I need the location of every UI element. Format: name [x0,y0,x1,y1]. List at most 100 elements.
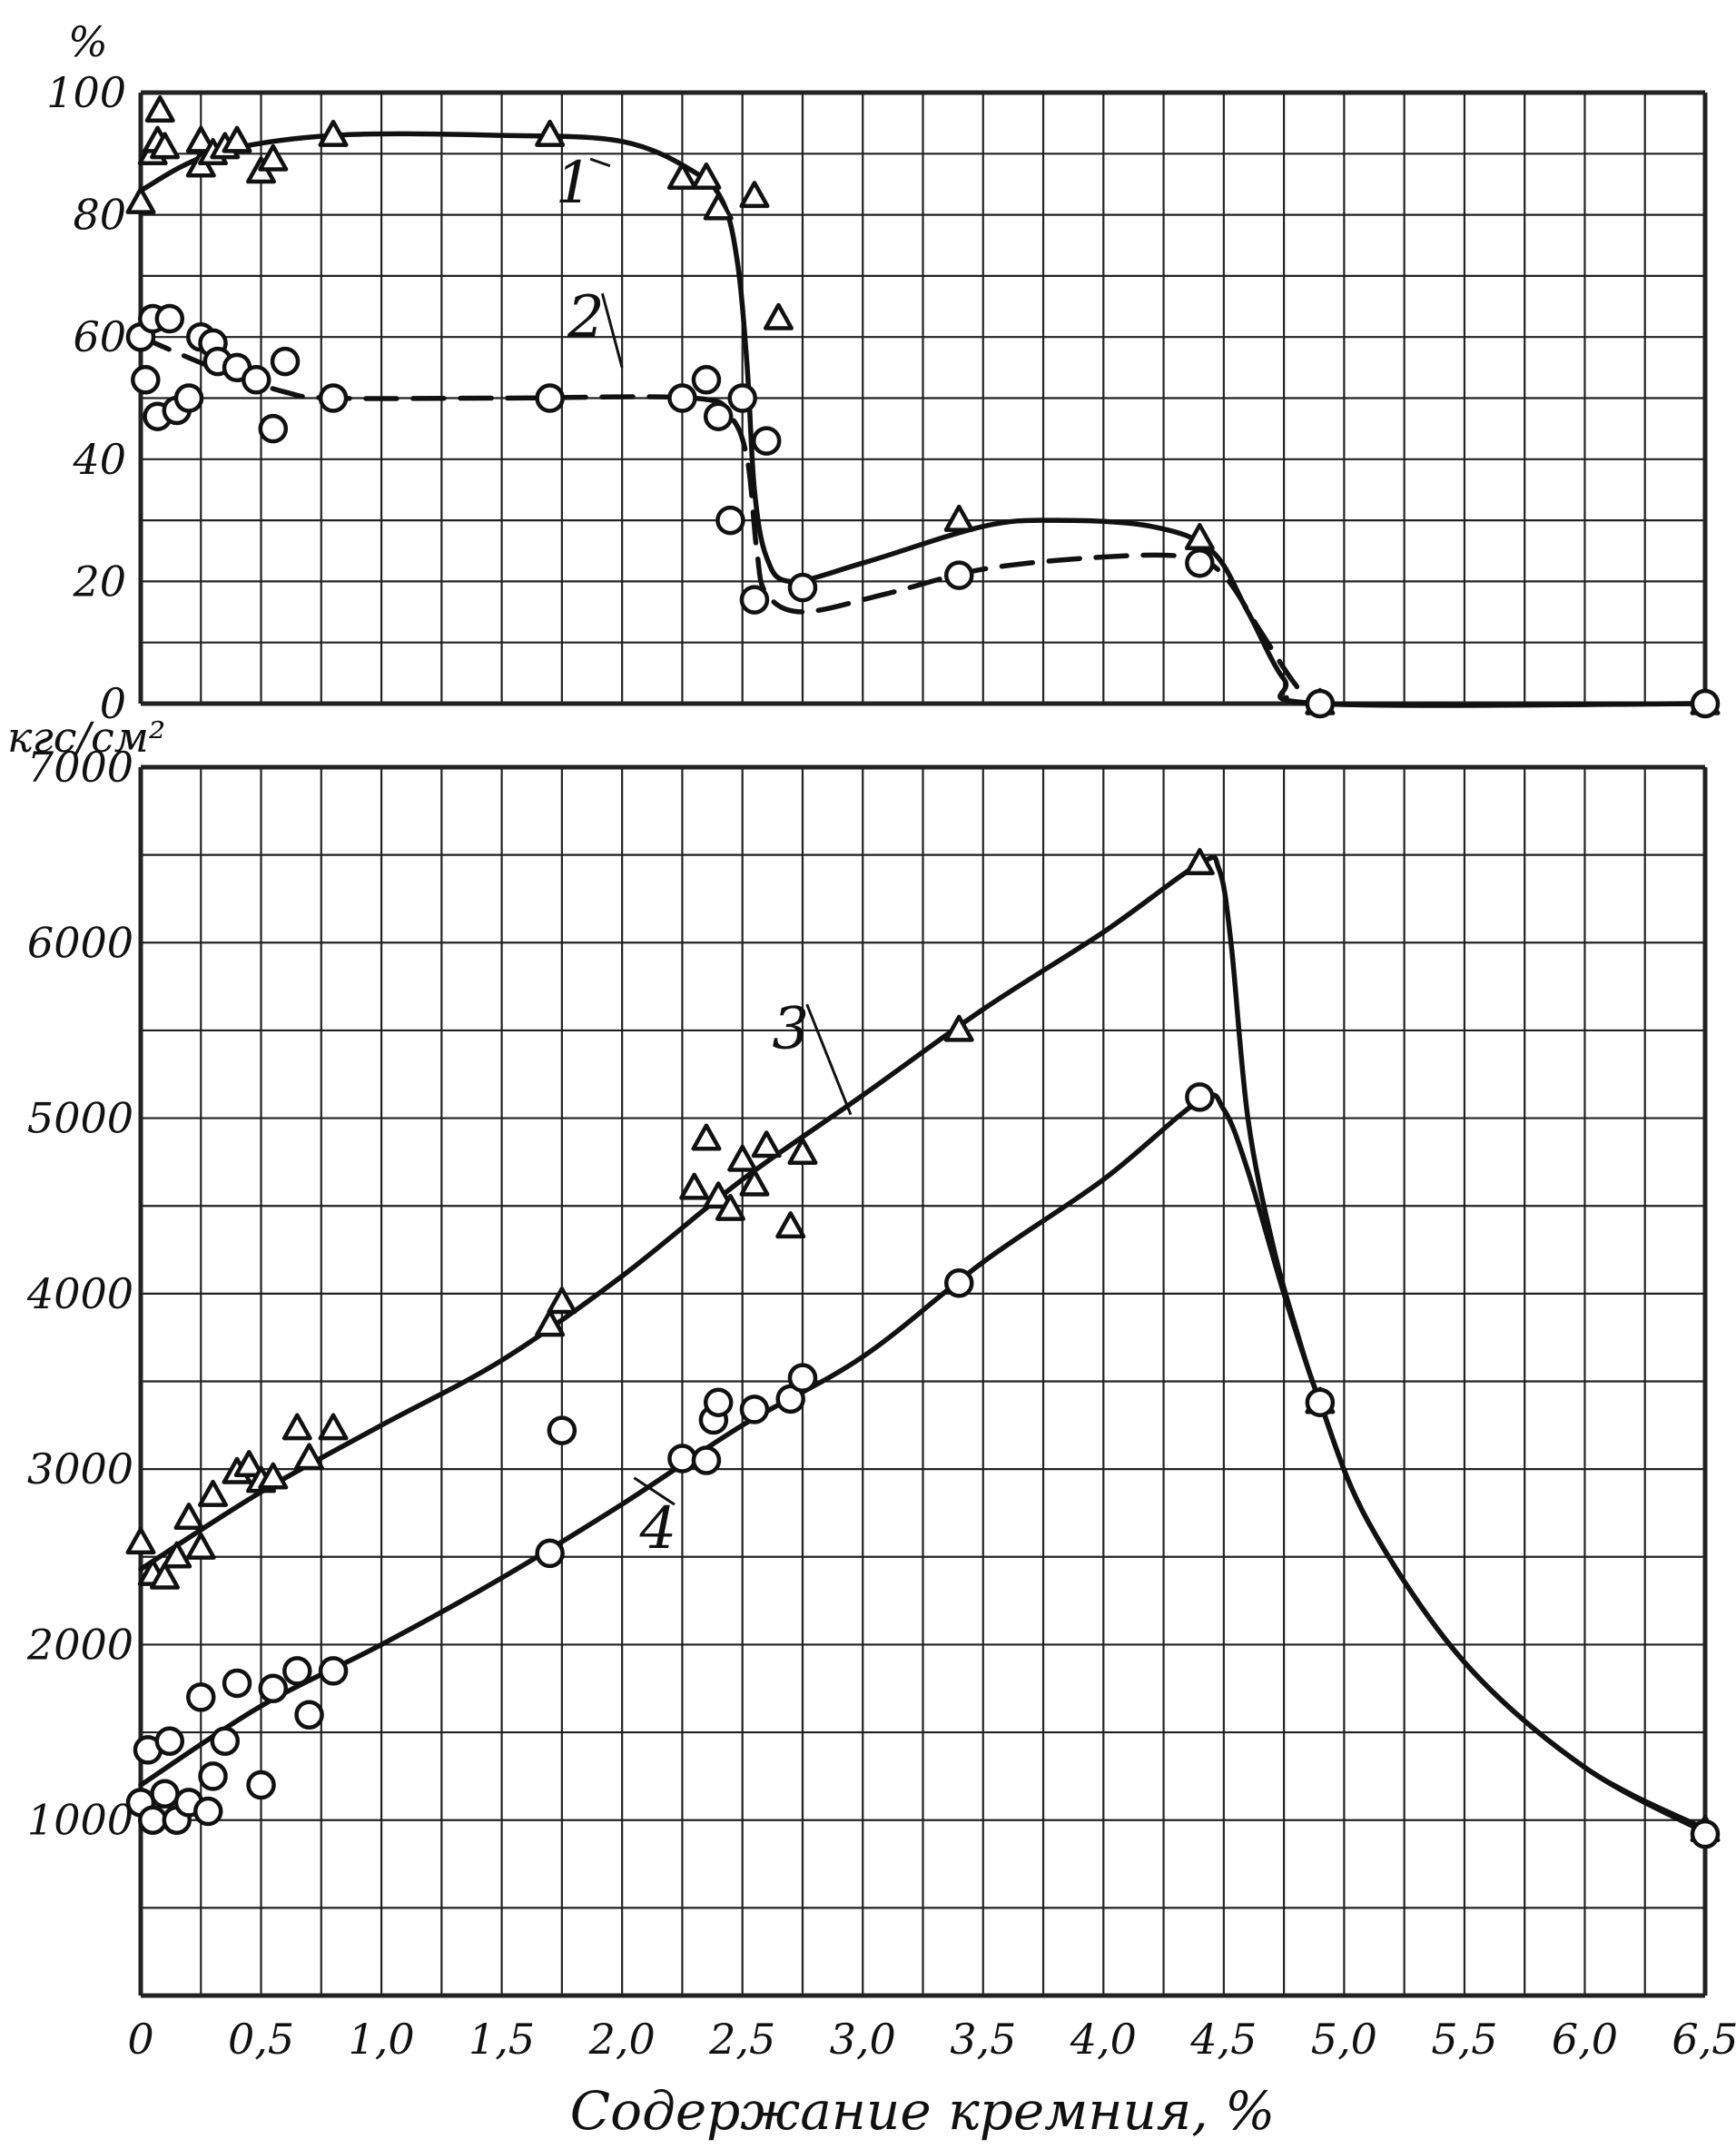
data-points [125,94,1721,1849]
top-series-2-point-21 [739,585,770,615]
top-series-1-point-17 [739,181,770,209]
x-tick-label-7: 3,5 [950,2015,1016,2064]
x-tick-label-6: 3,0 [830,2015,896,2064]
bottom-series-3-point-20 [727,1144,758,1172]
top-series-1-point-0 [125,186,156,214]
top-series-1-point-12 [318,119,349,147]
top-series-1-point-15 [691,162,722,190]
top-series-2-point-12 [258,413,289,444]
top-series-2-point-11 [241,365,271,395]
top-curve-1 [138,131,1708,708]
top-series-1-point-4 [150,132,181,160]
top-series-1-point-14 [666,162,697,190]
bottom-series-3-point-6 [198,1479,229,1507]
x-tick-label-1: 0,5 [228,2015,294,2064]
bottom-series-4-point-16 [318,1656,349,1686]
top-series-2-point-6 [173,383,204,413]
x-tick-label-13: 6,5 [1672,2015,1736,2064]
bottom-series-4-point-20 [691,1445,722,1475]
top-series-1-point-20 [1184,523,1215,551]
bottom-series-3-point-21 [739,1168,770,1197]
top-series-2-point-27 [1690,688,1721,719]
top-series-1-point-18 [763,302,794,330]
x-axis-label: Содержание кремния, % [570,2080,1275,2142]
bottom-series-4-point-12 [246,1769,276,1800]
bottom-series-4-point-23 [739,1395,770,1424]
bottom-series-3-point-17 [691,1123,722,1151]
bottom-series-3-point-18 [703,1181,734,1209]
top-series-2-point-26 [1305,688,1336,719]
bottom-series-3-point-24 [787,1137,818,1165]
top-series-1-point-6 [185,125,216,153]
bottom-series-3-point-25 [943,1014,974,1042]
bottom-series-3-point-19 [715,1193,745,1221]
bottom-series-4-point-17 [535,1538,565,1569]
top-series-2-point-24 [944,560,974,590]
bottom-series-4-point-2 [138,1805,168,1835]
bottom-series-3-point-16 [679,1172,710,1200]
bottom-series-3-point-10 [258,1462,289,1490]
top-series-1-point-11 [258,143,289,172]
bottom-y-tick-label-1: 2000 [26,1620,133,1669]
bottom-y-tick-label-4: 5000 [27,1094,133,1143]
bottom-series-3-point-12 [294,1443,325,1471]
bottom-series-4-point-15 [294,1700,324,1730]
bottom-series-4-point-18 [547,1415,577,1445]
x-tick-label-3: 1,5 [469,2015,535,2064]
x-tick-label-5: 2,5 [708,2015,775,2064]
bottom-series-4-point-11 [222,1668,252,1699]
bottom-y-axis-label: кгс/см² [7,713,165,762]
top-plot-grid [138,90,1708,706]
top-series-2-point-19 [715,505,745,536]
bottom-series-4-point-9 [198,1761,228,1791]
bottom-series-4-point-26 [944,1268,974,1298]
ann-4-leader [633,1476,676,1506]
bottom-curve-4 [138,1092,1708,1835]
top-y-axis-label: % [68,17,108,66]
bottom-series-3-point-13 [318,1413,349,1441]
bottom-series-4-point-28 [1305,1387,1336,1417]
bottom-series-3-point-3 [162,1541,192,1569]
x-tick-label-9: 4,5 [1189,2015,1257,2064]
top-y-tick-label-3: 60 [73,312,126,361]
bottom-series-4-point-25 [787,1363,818,1393]
bottom-series-3-point-11 [281,1413,312,1441]
top-y-tick-label-4: 80 [73,191,126,240]
tick-labels: 0204060801001000200030004000500060007000… [26,68,1736,2064]
curve-label-3: 3 [772,995,809,1062]
bottom-series-4-point-4 [154,1726,185,1756]
top-series-2-point-23 [787,572,818,603]
x-tick-label-12: 6,0 [1552,2015,1618,2064]
ann-1-leader [589,157,611,168]
bottom-series-4-point-7 [186,1682,216,1712]
top-series-2-point-25 [1185,547,1215,578]
bottom-y-tick-label-5: 6000 [27,918,133,967]
top-y-tick-label-5: 100 [46,68,126,117]
bottom-series-3-point-4 [173,1503,204,1531]
top-series-2-point-16 [667,383,697,413]
x-tick-label-4: 2,0 [588,2015,656,2064]
bottom-y-tick-label-2: 3000 [27,1444,133,1493]
top-series-1-point-19 [943,504,974,532]
top-series-2-point-15 [535,383,565,413]
top-series-2-point-18 [703,401,734,431]
top-series-1-point-9 [222,125,252,153]
x-tick-label-10: 5,0 [1311,2015,1377,2064]
bottom-series-3-point-14 [535,1309,566,1337]
top-series-2-point-13 [270,346,301,377]
top-y-tick-label-2: 40 [72,435,126,484]
bottom-plot-grid [138,764,1708,1998]
top-curve-2 [138,334,1708,708]
top-series-2-point-20 [727,383,757,413]
bottom-y-tick-label-0: 1000 [27,1796,133,1845]
top-series-1-point-13 [535,119,566,147]
curve-label-1: 1 [556,150,593,217]
bottom-series-3-point-26 [1184,848,1215,876]
bottom-series-3-point-23 [775,1211,806,1239]
x-tick-label-8: 4,0 [1070,2015,1137,2064]
bottom-series-3-point-22 [751,1130,782,1158]
top-series-2-point-14 [318,383,349,413]
top-series-1-point-16 [703,192,734,221]
bottom-series-4-point-10 [210,1726,241,1756]
